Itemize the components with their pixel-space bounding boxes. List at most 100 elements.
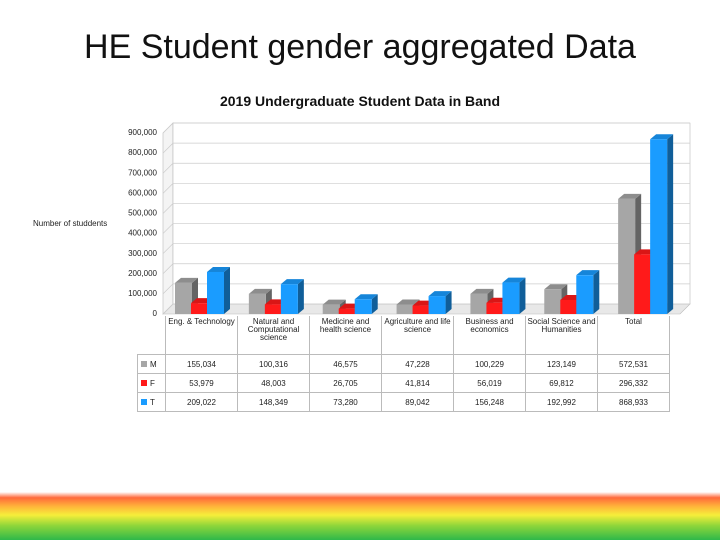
bar — [576, 270, 600, 314]
bar-front — [502, 282, 520, 314]
bar-front — [322, 304, 340, 314]
bar-top — [396, 299, 420, 305]
table-value: 296,332 — [597, 373, 670, 393]
bar — [207, 266, 230, 314]
y-axis-label: Number of studdents — [33, 219, 107, 228]
bar-top — [502, 277, 526, 283]
table-value: 41,814 — [381, 373, 454, 393]
category-label: Medicine and health science — [309, 316, 382, 355]
bar-top — [280, 279, 304, 285]
grid-line — [162, 142, 690, 154]
bar-front — [264, 304, 282, 314]
y-tick-label: 100,000 — [128, 289, 157, 298]
bar-front — [428, 296, 446, 314]
bar-front — [175, 282, 192, 314]
bar-side — [667, 134, 674, 314]
bar-front — [280, 284, 298, 314]
bar-front — [191, 303, 208, 314]
bar-top — [428, 291, 452, 297]
bar-front — [544, 289, 562, 314]
back-wall — [172, 122, 691, 305]
bar-side — [371, 294, 378, 314]
y-tick-label: 500,000 — [128, 209, 157, 218]
bar-side — [593, 270, 600, 314]
table-value: 26,705 — [309, 373, 382, 393]
legend-entry: T — [137, 392, 166, 412]
bar-side — [297, 279, 304, 314]
table-value: 868,933 — [597, 392, 670, 412]
category-label: Eng. & Technology — [165, 316, 238, 355]
table-value: 155,034 — [165, 354, 238, 374]
bar-front — [207, 271, 224, 314]
legend-entry: F — [137, 373, 166, 393]
y-tick-label: 600,000 — [128, 188, 157, 197]
table-value: 56,019 — [453, 373, 526, 393]
legend-label: F — [150, 378, 155, 388]
table-value: 47,228 — [381, 354, 454, 374]
y-tick-label: 200,000 — [128, 269, 157, 278]
table-value: 192,992 — [525, 392, 598, 412]
y-tick-label: 900,000 — [128, 128, 157, 137]
bar-top — [544, 284, 568, 290]
bar — [280, 279, 304, 314]
bar — [428, 291, 452, 314]
bar-front — [470, 293, 488, 314]
bar — [650, 134, 674, 314]
y-tick-label: 300,000 — [128, 249, 157, 258]
table-corner — [138, 316, 166, 355]
table-header-row: Eng. & Technology Natural and Computation… — [138, 316, 670, 355]
y-tick-label: 700,000 — [128, 168, 157, 177]
table-value: 69,812 — [525, 373, 598, 393]
category-label: Natural and Computational science — [237, 316, 310, 355]
bar-front — [618, 198, 636, 314]
table-row: T 209,022 148,349 73,280 89,042 156,248 192,99… — [137, 392, 670, 412]
bar-side — [519, 277, 526, 314]
grid-line — [162, 162, 690, 174]
table-row: F 53,979 48,003 26,705 41,814 56,019 69,812 296… — [137, 373, 670, 393]
y-tick-label: 400,000 — [128, 229, 157, 238]
table-value: 46,575 — [309, 354, 382, 374]
bar-top — [248, 288, 272, 294]
category-label: Business and economics — [453, 316, 526, 355]
bar-top — [207, 266, 230, 272]
table-value: 53,979 — [165, 373, 238, 393]
y-tick-label: 800,000 — [128, 148, 157, 157]
category-label: Agriculture and life science — [381, 316, 454, 355]
table-value: 123,149 — [525, 354, 598, 374]
bar-front — [634, 254, 652, 314]
category-label: Social Science and Humanities — [525, 316, 598, 355]
chart-title: 2019 Undergraduate Student Data in Band — [219, 93, 501, 109]
grid-line — [162, 203, 690, 214]
grid-line — [162, 182, 690, 194]
table-value: 89,042 — [381, 392, 454, 412]
bar-top — [354, 294, 378, 300]
bar — [354, 294, 378, 314]
table-value: 209,022 — [165, 392, 238, 412]
bar-top — [470, 288, 494, 294]
bar-top — [322, 299, 346, 305]
legend-swatch — [141, 398, 147, 405]
grid-line — [162, 223, 690, 234]
table-value: 48,003 — [237, 373, 310, 393]
legend-swatch — [141, 360, 147, 367]
bar-front — [338, 308, 356, 314]
bar — [502, 277, 526, 314]
bar-front — [576, 275, 594, 314]
table-value: 100,229 — [453, 354, 526, 374]
grid-line — [162, 122, 690, 134]
bar-front — [560, 299, 578, 314]
bar-side — [445, 291, 452, 314]
slide-title: HE Student gender aggregated Data — [84, 28, 636, 66]
bar-front — [486, 302, 504, 314]
table-row: M 155,034 100,316 46,575 47,228 100,229 123,14… — [137, 354, 670, 374]
legend-label: T — [150, 397, 155, 407]
category-label: Total — [597, 316, 670, 355]
legend-swatch — [141, 379, 147, 386]
table-value: 73,280 — [309, 392, 382, 412]
grid-line — [162, 263, 690, 275]
bar-side — [224, 266, 230, 314]
legend-label: M — [150, 359, 157, 369]
legend-entry: M — [137, 354, 166, 374]
